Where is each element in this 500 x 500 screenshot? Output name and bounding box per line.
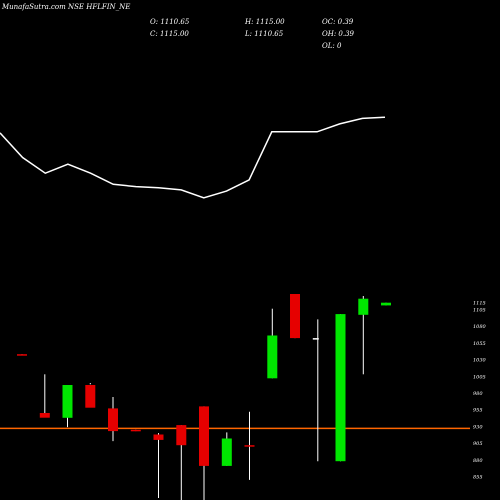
low-label: L: 1110.65 xyxy=(244,30,284,38)
candle xyxy=(17,354,27,356)
line-series xyxy=(0,116,386,199)
y-tick-label: 1030 xyxy=(473,358,487,364)
y-tick-label: 880 xyxy=(473,458,483,464)
candle xyxy=(62,385,73,428)
y-tick-label: 930 xyxy=(473,424,483,430)
y-tick-label: 905 xyxy=(473,441,483,447)
candle xyxy=(176,425,187,500)
candle xyxy=(85,383,96,408)
candle-body xyxy=(244,445,255,447)
candle xyxy=(153,433,164,498)
candle xyxy=(335,314,346,462)
candle xyxy=(267,308,278,379)
candle xyxy=(312,319,319,462)
candle xyxy=(130,429,141,432)
line-chart xyxy=(0,116,386,199)
y-tick-label: 955 xyxy=(473,408,483,414)
candle-body xyxy=(335,314,346,462)
candle-body xyxy=(312,338,319,340)
candle-body xyxy=(290,294,300,339)
candle-body xyxy=(85,385,96,408)
oc-label: OC: 0.39 xyxy=(322,18,354,26)
candle-body xyxy=(381,302,391,306)
close-label: C: 1115.00 xyxy=(150,30,189,38)
candle-body xyxy=(130,429,141,432)
y-tick-label: 1055 xyxy=(473,341,486,347)
candle-body xyxy=(221,438,232,466)
candle xyxy=(199,406,209,500)
candle xyxy=(39,374,50,418)
candle-body xyxy=(199,406,209,466)
y-tick-label: 1080 xyxy=(473,324,487,330)
candle-body xyxy=(62,385,73,418)
candle xyxy=(108,397,118,442)
high-label: H: 1115.00 xyxy=(244,18,285,26)
candle xyxy=(221,432,232,466)
ol-label: OL: 0 xyxy=(322,42,342,50)
open-label: O: 1110.65 xyxy=(150,18,190,26)
oh-label: OH: 0.39 xyxy=(322,30,355,38)
candlestick-series xyxy=(17,294,391,500)
candle-body xyxy=(153,434,164,440)
candle xyxy=(290,294,300,339)
candle-body xyxy=(176,425,187,446)
candle-body xyxy=(108,408,118,432)
y-tick-label: 1005 xyxy=(473,374,486,380)
y-tick-label: 1115 xyxy=(473,301,486,307)
candle-body xyxy=(39,413,50,418)
y-tick-label: 855 xyxy=(473,475,483,481)
y-tick-label: 980 xyxy=(473,391,483,397)
candle xyxy=(358,296,369,375)
chart-title: MunafaSutra.com NSE HFLFIN_NE xyxy=(1,3,130,11)
candle xyxy=(244,411,255,480)
y-tick-label: 1105 xyxy=(473,307,486,313)
candle-body xyxy=(17,354,27,356)
candle-body xyxy=(267,335,278,379)
candle-body xyxy=(358,298,369,315)
candle xyxy=(381,302,391,306)
